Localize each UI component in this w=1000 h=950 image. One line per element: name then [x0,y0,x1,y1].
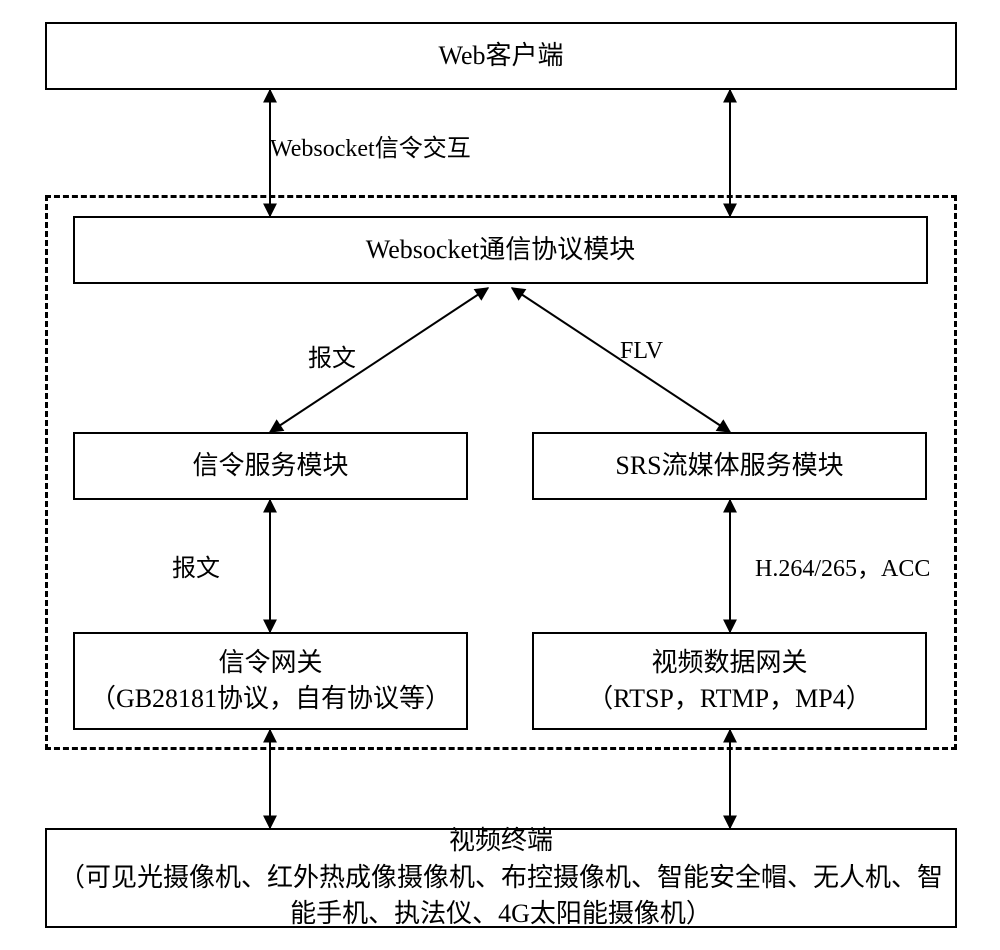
h264-label: H.264/265，ACC [755,548,930,583]
srs-service-box: SRS流媒体服务模块 [532,432,927,500]
video-gateway-box: 视频数据网关（RTSP，RTMP，MP4） [532,632,927,730]
websocket-signal-label: Websocket信令交互 [270,128,471,163]
signaling-service-box: 信令服务模块 [73,432,468,500]
message-label-1: 报文 [308,338,356,373]
message-label-2: 报文 [172,548,220,583]
video-terminal-box: 视频终端（可见光摄像机、红外热成像摄像机、布控摄像机、智能安全帽、无人机、智能手… [45,828,957,928]
diagram-canvas: Web客户端 Websocket通信协议模块 信令服务模块 SRS流媒体服务模块… [0,0,1000,950]
websocket-module-box: Websocket通信协议模块 [73,216,928,284]
signaling-gateway-box: 信令网关（GB28181协议，自有协议等） [73,632,468,730]
web-client-box: Web客户端 [45,22,957,90]
flv-label: FLV [620,338,663,365]
